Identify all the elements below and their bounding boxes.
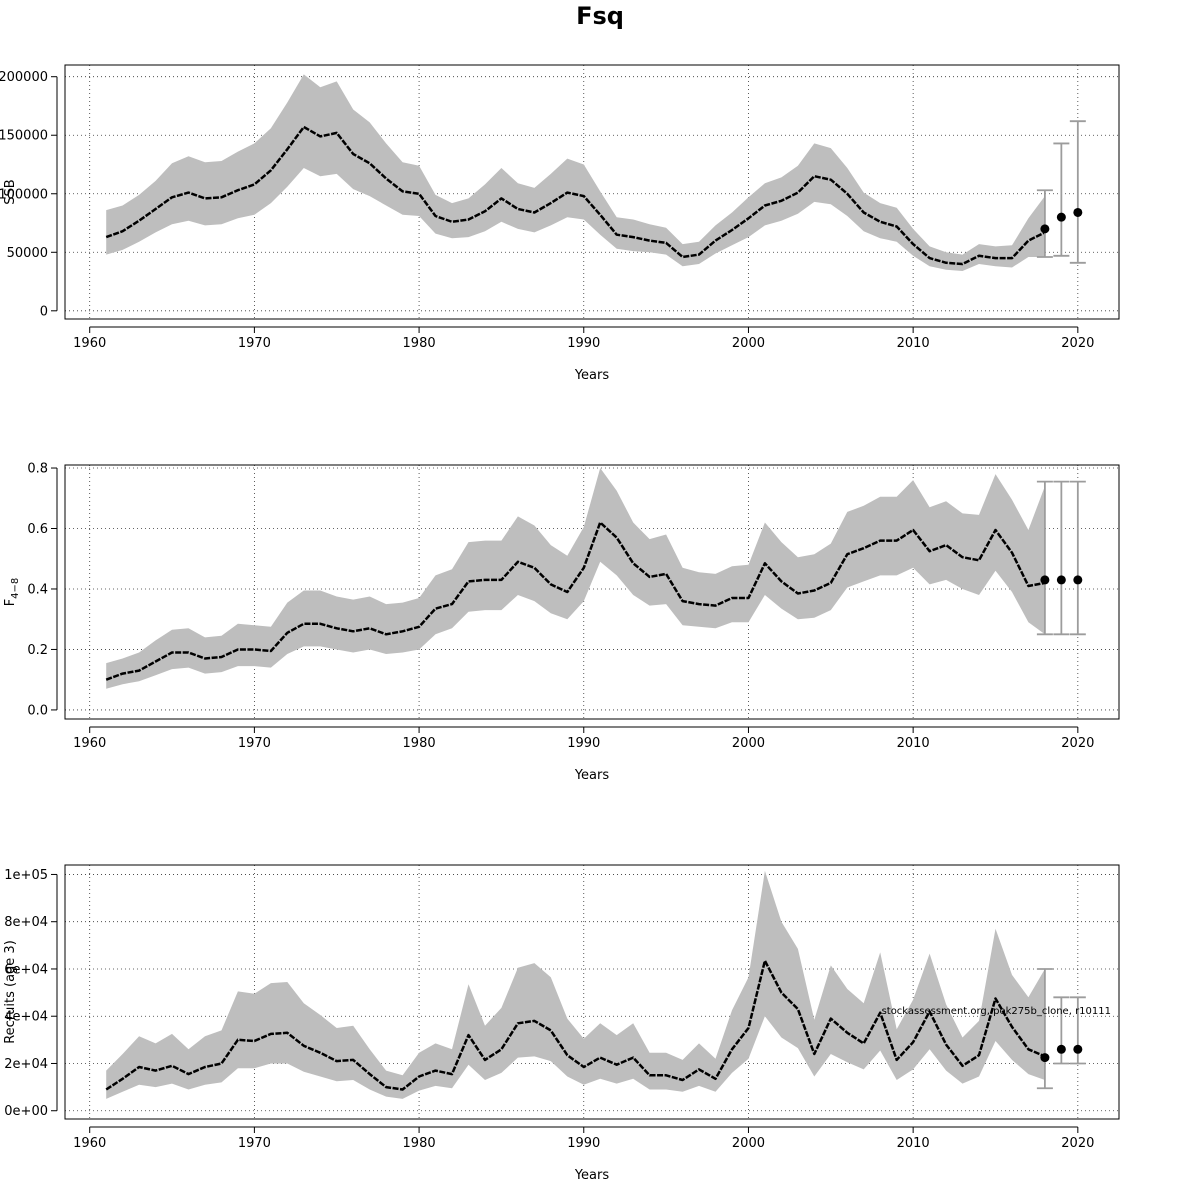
x-tick-label: 2000 (732, 336, 765, 351)
forecast-2020 (1069, 996, 1086, 1065)
y-tick-label: 0e+00 (4, 1104, 48, 1119)
y-tick-label: 0.6 (27, 522, 48, 537)
plot-frame (64, 64, 1120, 320)
forecast-point (1073, 207, 1083, 217)
forecast-point (1073, 1044, 1083, 1054)
x-tick-label: 2010 (897, 736, 930, 751)
forecast-point (1056, 575, 1066, 585)
estimate-line (105, 521, 1046, 681)
forecast-point (1056, 1044, 1066, 1054)
x-axis-label: Years (574, 768, 610, 783)
x-tick-label: 1960 (73, 1136, 106, 1151)
y-tick-label: 0.8 (27, 462, 48, 477)
forecast-point (1073, 575, 1083, 585)
x-tick-label: 1970 (238, 1136, 271, 1151)
x-tick-label: 1990 (567, 336, 600, 351)
y-axis-label-main: F (3, 599, 18, 606)
forecast-2019 (1053, 142, 1070, 257)
y-tick-label: 150000 (0, 129, 48, 144)
forecast-2018 (1036, 968, 1053, 1090)
y-tick-label: 100000 (0, 187, 48, 202)
y-axis-label-main: Recruits (age 3) (3, 940, 18, 1044)
x-tick-label: 2000 (732, 1136, 765, 1151)
x-tick-label: 1990 (567, 1136, 600, 1151)
estimate-line (105, 125, 1046, 266)
x-axis-label: Years (574, 1168, 610, 1183)
x-tick-label: 2010 (897, 1136, 930, 1151)
y-tick-label: 8e+04 (4, 915, 48, 930)
x-tick-label: 1970 (238, 736, 271, 751)
y-axis-label: SSB (3, 179, 18, 204)
y-tick-label: 4e+04 (4, 1010, 48, 1025)
x-tick-label: 1990 (567, 736, 600, 751)
y-axis-label-subscript: 4−8 (10, 578, 21, 599)
confidence-band (106, 74, 1045, 272)
x-tick-label: 2020 (1061, 336, 1094, 351)
x-tick-label: 1960 (73, 736, 106, 751)
main-title: Fsq (576, 2, 624, 30)
fbar-panel: 1960 1970 1980 1990 2000 2010 2020 0.0 0.2 0.4 0.6… (3, 462, 1120, 783)
plot-frame (64, 864, 1120, 1120)
forecast-point (1040, 1053, 1050, 1063)
y-tick-label: 0.2 (27, 643, 48, 658)
footnote: stockassessment.org, pok275b_clone, r101… (882, 1006, 1111, 1017)
forecast-2018 (1036, 189, 1053, 258)
forecast-point (1040, 575, 1050, 585)
x-tick-label: 2010 (897, 336, 930, 351)
y-tick-label: 0 (40, 304, 48, 319)
y-axis-label: F4−8 (3, 578, 21, 607)
x-tick-label: 1980 (403, 736, 436, 751)
panels: 1960 1970 1980 1990 2000 2010 2020 0 50000 100000… (0, 64, 1120, 1183)
confidence-band (106, 870, 1045, 1099)
y-tick-label: 50000 (7, 246, 48, 261)
recruits-panel: 1960 1970 1980 1990 2000 2010 2020 0e+00 2e+04 4e… (3, 864, 1120, 1183)
y-axis-label: Recruits (age 3) (3, 940, 18, 1044)
forecast-point (1040, 224, 1050, 234)
ssb-panel: 1960 1970 1980 1990 2000 2010 2020 0 50000 100000… (0, 64, 1120, 383)
x-tick-label: 1980 (403, 336, 436, 351)
forecast-point (1056, 212, 1066, 222)
forecast-2018 (1036, 480, 1053, 636)
y-tick-label: 1e+05 (4, 868, 48, 883)
y-tick-label: 0.0 (27, 703, 48, 718)
forecast-2019 (1053, 480, 1070, 636)
x-tick-label: 2020 (1061, 1136, 1094, 1151)
y-tick-label: 200000 (0, 70, 48, 85)
y-tick-label: 0.4 (27, 582, 48, 597)
y-axis-label-main: SSB (3, 179, 18, 204)
y-tick-label: 6e+04 (4, 962, 48, 977)
x-tick-label: 1960 (73, 336, 106, 351)
x-tick-label: 2020 (1061, 736, 1094, 751)
plot-frame (64, 464, 1120, 720)
estimate-line (105, 959, 1046, 1091)
x-tick-label: 2000 (732, 736, 765, 751)
forecast-2020 (1069, 480, 1086, 636)
x-tick-label: 1970 (238, 336, 271, 351)
y-tick-label: 2e+04 (4, 1057, 48, 1072)
x-axis-label: Years (574, 368, 610, 383)
forecast-2020 (1069, 120, 1086, 264)
x-tick-label: 1980 (403, 1136, 436, 1151)
forecast-2019 (1053, 996, 1070, 1065)
